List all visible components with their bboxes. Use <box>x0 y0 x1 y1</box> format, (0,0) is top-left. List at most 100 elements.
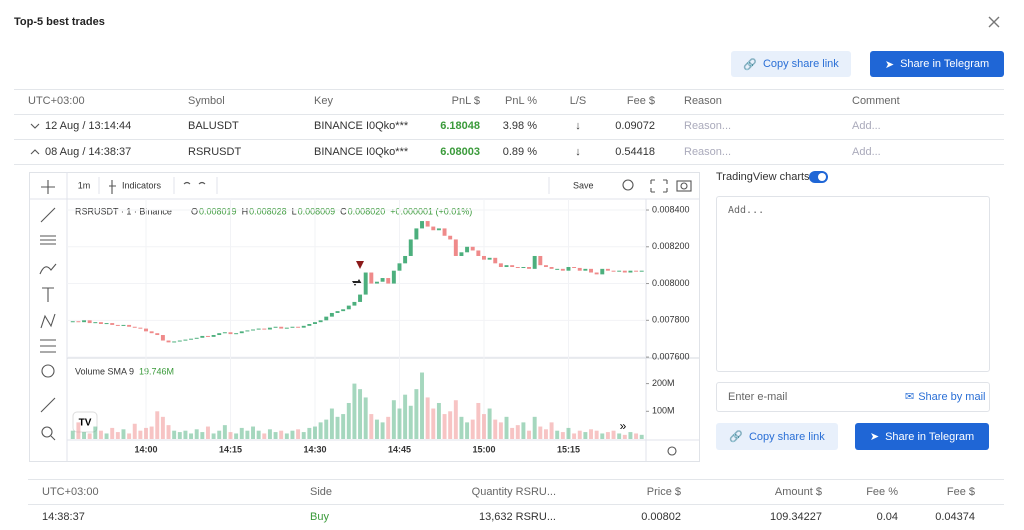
email-placeholder: Enter e-mail <box>728 391 788 403</box>
candle-body <box>543 265 548 268</box>
candle-body <box>346 305 351 310</box>
ohlc-label: O <box>191 206 198 216</box>
candle-body <box>583 268 588 271</box>
email-input[interactable] <box>716 382 990 412</box>
candle-body <box>234 333 239 335</box>
volume-bar <box>425 397 430 439</box>
candle-body <box>104 323 109 325</box>
candle-body <box>532 255 537 269</box>
save-button[interactable]: Save <box>573 180 594 190</box>
share-mail-link[interactable]: ✉ Share by mail <box>905 391 986 403</box>
candle-body <box>200 335 205 338</box>
y-tick-label: 100M <box>652 406 675 416</box>
volume-bar <box>386 416 391 439</box>
volume-bar <box>335 416 340 439</box>
interval-button[interactable]: 1m <box>78 180 91 190</box>
row-divider <box>14 89 1004 90</box>
candle-body <box>318 320 323 323</box>
volume-bar <box>504 416 509 439</box>
volume-bar <box>211 433 216 439</box>
candle-body <box>403 255 408 264</box>
volume-bar <box>166 425 171 439</box>
candle-body <box>391 270 396 284</box>
volume-bar <box>76 422 81 439</box>
copy-link-button[interactable]: 🔗 Copy share link <box>731 51 851 77</box>
volume-bar <box>200 432 205 439</box>
candle-body <box>515 267 520 269</box>
volume-bar <box>634 433 639 439</box>
indicators-button[interactable]: Indicators <box>122 180 162 190</box>
volume-bar <box>374 419 379 439</box>
candle-body <box>217 333 222 336</box>
ohlc-value: 0.008009 <box>298 206 336 216</box>
comment-input[interactable] <box>716 196 990 372</box>
candle-body <box>420 221 424 229</box>
close-button[interactable] <box>988 16 1000 28</box>
candle-body <box>358 294 363 302</box>
volume-bar <box>555 430 560 439</box>
toggle-switch[interactable] <box>809 171 828 183</box>
volume-bar <box>510 427 515 439</box>
telegram-button[interactable]: ➤ Share in Telegram <box>870 51 1004 77</box>
candle-body <box>622 270 627 273</box>
table-cell: Reason... <box>684 146 732 158</box>
volume-bar <box>577 430 582 439</box>
volume-bar <box>172 430 177 439</box>
column-header: PnL % <box>504 95 537 107</box>
candle-body <box>408 239 413 256</box>
volume-bar <box>431 408 436 439</box>
table-cell: 6.08003 <box>440 146 480 158</box>
candle-body <box>363 272 368 295</box>
copy-link-button[interactable]: 🔗 Copy share link <box>716 423 838 450</box>
table-cell: RSRUSDT <box>188 146 242 158</box>
volume-bar <box>622 434 627 439</box>
column-header: Key <box>314 95 333 107</box>
candle-body <box>98 322 103 324</box>
candle-body <box>634 270 639 272</box>
drawing-tools[interactable] <box>39 179 692 456</box>
volume-bar <box>222 425 227 439</box>
candle-body <box>459 252 464 256</box>
table-cell: 08 Aug / 14:38:37 <box>45 146 132 158</box>
candle-body <box>307 323 312 326</box>
x-tick-label: 14:45 <box>388 444 411 454</box>
volume-bar <box>70 430 75 439</box>
volume-bar <box>284 433 289 439</box>
candle-body <box>183 339 188 341</box>
volume-bar <box>352 383 357 439</box>
volume-bar <box>358 389 363 439</box>
column-header: UTC+03:00 <box>28 95 85 107</box>
candle-body <box>93 322 98 324</box>
column-header: Amount $ <box>774 486 822 498</box>
volume-bar <box>82 432 87 439</box>
ohlc-label: H <box>242 206 249 216</box>
ohlc-value: 0.008020 <box>348 206 386 216</box>
volume-bar <box>307 427 312 439</box>
candle-body <box>115 324 120 326</box>
volume-bar <box>121 429 126 439</box>
volume-bar <box>380 422 385 439</box>
volume-bar <box>369 414 374 439</box>
candle-body <box>611 270 616 272</box>
row-toggles[interactable] <box>30 122 40 162</box>
volume-bar <box>448 411 453 439</box>
volume-bar <box>600 433 605 439</box>
svg-text:»: » <box>620 419 627 433</box>
volume-bar <box>149 426 154 439</box>
volume-bar <box>177 432 182 439</box>
column-header: Comment <box>852 95 900 107</box>
candle-body <box>341 309 346 312</box>
volume-bar <box>313 426 317 439</box>
candle-body <box>262 328 267 330</box>
telegram-button[interactable]: ➤ Share in Telegram <box>855 423 989 450</box>
volume-bar <box>397 408 402 439</box>
column-header: UTC+03:00 <box>42 486 99 498</box>
table-cell: 14:38:37 <box>42 511 85 523</box>
volume-bar <box>459 416 464 439</box>
volume-bar <box>639 434 644 439</box>
candle-body <box>493 257 498 264</box>
candle-body <box>589 268 593 273</box>
volume-bar <box>538 426 543 439</box>
volume-bar <box>566 427 571 439</box>
candle-body <box>594 272 599 275</box>
